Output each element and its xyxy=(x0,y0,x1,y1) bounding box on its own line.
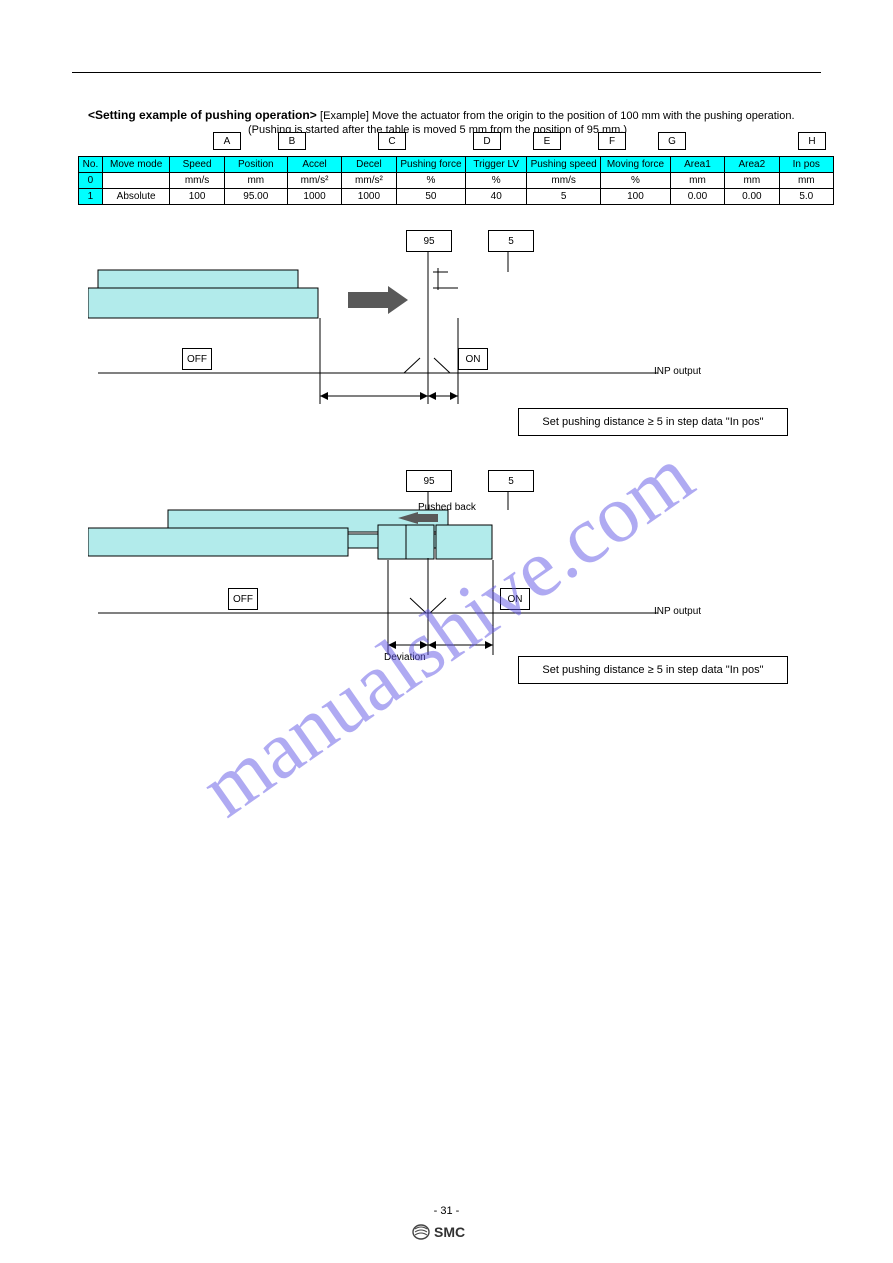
cell: Decel xyxy=(342,157,396,173)
cell: 0 xyxy=(79,173,103,189)
header-letters: A B C D E F G H xyxy=(78,132,834,156)
note-box-2: Set pushing distance ≥ 5 in step data "I… xyxy=(518,656,788,684)
hdr-a: A xyxy=(213,132,241,150)
svg-text:SMC: SMC xyxy=(434,1224,465,1240)
cell: 100 xyxy=(170,189,224,205)
cell: 0.00 xyxy=(725,189,779,205)
hdr-g: G xyxy=(658,132,686,150)
cell: Move mode xyxy=(102,157,169,173)
cell: % xyxy=(466,173,527,189)
on-box-2: ON xyxy=(500,588,530,610)
table-row: No. Move mode Speed Position Accel Decel… xyxy=(79,157,834,173)
inp-output-label-2: INP output xyxy=(654,606,701,617)
deviation-label: Deviation xyxy=(384,652,426,663)
cell: Position xyxy=(224,157,287,173)
cell: mm/s² xyxy=(287,173,341,189)
hdr-h: H xyxy=(798,132,826,150)
cell: Area1 xyxy=(670,157,724,173)
cell: In pos xyxy=(779,157,833,173)
cell: 50 xyxy=(396,189,466,205)
cell: 40 xyxy=(466,189,527,205)
top-rule xyxy=(72,72,821,73)
cell: % xyxy=(601,173,671,189)
smc-logo-icon: SMC xyxy=(412,1223,482,1241)
hdr-c: C xyxy=(378,132,406,150)
step-data-table: No. Move mode Speed Position Accel Decel… xyxy=(78,156,834,205)
hdr-d: D xyxy=(473,132,501,150)
off-box: OFF xyxy=(182,348,212,370)
page: <Setting example of pushing operation> [… xyxy=(0,0,893,1263)
cell: Pushing speed xyxy=(527,157,601,173)
cell xyxy=(102,173,169,189)
table-row: 0 mm/s mm mm/s² mm/s² % % mm/s % mm mm m… xyxy=(79,173,834,189)
on-box: ON xyxy=(458,348,488,370)
hdr-f: F xyxy=(598,132,626,150)
cell: 5.0 xyxy=(779,189,833,205)
pushed-back-label: Pushed back xyxy=(418,502,476,513)
cell: % xyxy=(396,173,466,189)
off-box-2: OFF xyxy=(228,588,258,610)
title-text: <Setting example of pushing operation> xyxy=(88,108,317,122)
cell: mm xyxy=(224,173,287,189)
cell: mm xyxy=(725,173,779,189)
cell: 1000 xyxy=(287,189,341,205)
table-row: 1 Absolute 100 95.00 1000 1000 50 40 5 1… xyxy=(79,189,834,205)
cell: Accel xyxy=(287,157,341,173)
cell: No. xyxy=(79,157,103,173)
cell: mm xyxy=(779,173,833,189)
cell: Trigger LV xyxy=(466,157,527,173)
diagram-2: 95 5 xyxy=(88,470,828,700)
cell: 95.00 xyxy=(224,189,287,205)
cell: mm xyxy=(670,173,724,189)
subtitle-text: [Example] Move the actuator from the ori… xyxy=(320,110,794,122)
cell: Speed xyxy=(170,157,224,173)
note-box-1: Set pushing distance ≥ 5 in step data "I… xyxy=(518,408,788,436)
cell: 1000 xyxy=(342,189,396,205)
cell: mm/s² xyxy=(342,173,396,189)
cell: 100 xyxy=(601,189,671,205)
diagram-1: 95 5 xyxy=(88,230,828,450)
cell: 1 xyxy=(79,189,103,205)
hdr-b: B xyxy=(278,132,306,150)
cell: mm/s xyxy=(527,173,601,189)
table-wrap: A B C D E F G H No. Move mode Speed Posi… xyxy=(78,132,834,205)
inp-output-label: INP output xyxy=(654,366,701,377)
cell: mm/s xyxy=(170,173,224,189)
cell: Moving force xyxy=(601,157,671,173)
page-number: - 31 - xyxy=(0,1205,893,1217)
cell: 5 xyxy=(527,189,601,205)
smc-logo: SMC xyxy=(0,1223,893,1241)
hdr-e: E xyxy=(533,132,561,150)
cell: Pushing force xyxy=(396,157,466,173)
cell: 0.00 xyxy=(670,189,724,205)
cell: Area2 xyxy=(725,157,779,173)
cell: Absolute xyxy=(102,189,169,205)
